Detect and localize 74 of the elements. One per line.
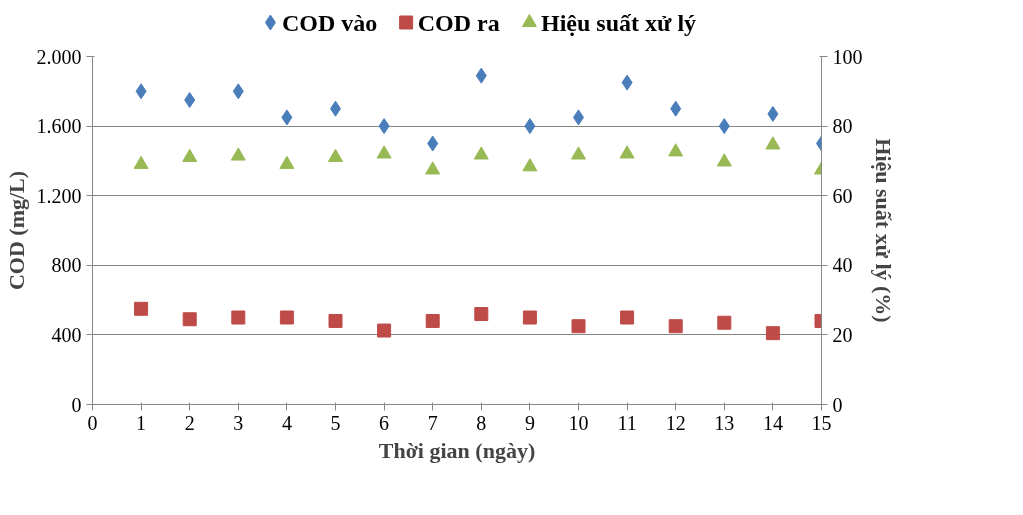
point (718, 118, 730, 135)
point (619, 145, 635, 159)
x-tick-label: 7 (427, 411, 438, 434)
point (765, 326, 780, 341)
x-tick-label: 3 (233, 411, 244, 434)
y-tick-label: 1.200 (36, 184, 82, 207)
point (182, 312, 197, 327)
point (716, 153, 732, 167)
point (571, 319, 586, 334)
y2-tick-label: 40 (832, 254, 853, 277)
point (425, 313, 440, 328)
point (378, 118, 390, 135)
point (184, 92, 196, 108)
y2-tick-label: 60 (832, 184, 853, 207)
point (620, 310, 635, 325)
point (767, 105, 779, 122)
legend-label: Hiệu suất xử lý (541, 9, 697, 36)
point (427, 135, 439, 152)
y-tick-label: 0 (71, 393, 82, 416)
y-tick-label: 2.000 (36, 45, 82, 68)
legend-label: COD vào (282, 9, 378, 36)
point (524, 118, 536, 135)
x-tick-label: 14 (762, 411, 783, 434)
x-tick-label: 6 (379, 411, 390, 434)
point (717, 315, 732, 330)
point (522, 158, 538, 172)
y2-axis-title: Hiệu suất xử lý (%) (870, 138, 896, 323)
x-tick-label: 8 (476, 411, 487, 434)
point (475, 67, 487, 84)
x-tick-label: 4 (281, 411, 292, 434)
y-tick-label: 400 (51, 323, 82, 346)
x-tick-label: 15 (811, 411, 832, 434)
point (473, 146, 489, 160)
point (279, 155, 295, 169)
point (376, 145, 392, 159)
x-tick-label: 11 (617, 411, 637, 434)
point (231, 310, 246, 325)
legend-label: COD ra (417, 9, 500, 36)
point (328, 313, 343, 328)
y2-tick-label: 100 (832, 45, 863, 68)
x-tick-label: 9 (524, 411, 535, 434)
x-axis-title: Thời gian (ngày) (378, 437, 536, 463)
point (135, 83, 147, 100)
x-tick-label: 12 (665, 411, 686, 434)
y-tick-label: 1.600 (36, 115, 82, 138)
point (621, 74, 633, 91)
point (230, 147, 246, 161)
y2-tick-label: 80 (832, 115, 853, 138)
y2-tick-label: 0 (832, 393, 843, 416)
point (281, 109, 293, 126)
point (328, 148, 343, 162)
point (425, 161, 441, 175)
y2-tick-label: 20 (832, 323, 853, 346)
point (377, 323, 392, 338)
point (765, 136, 781, 150)
x-tick-label: 0 (87, 411, 98, 434)
point (133, 155, 149, 169)
point (670, 100, 682, 117)
point (474, 307, 489, 322)
point (668, 143, 684, 157)
x-tick-label: 1 (136, 411, 147, 434)
point (522, 310, 537, 325)
point (571, 146, 586, 160)
point (182, 148, 198, 162)
point (232, 83, 244, 100)
x-tick-label: 5 (330, 411, 341, 434)
x-tick-label: 2 (184, 411, 195, 434)
point (668, 319, 683, 334)
y-tick-label: 800 (51, 254, 82, 277)
point (134, 301, 149, 316)
point (279, 310, 294, 325)
y-axis-title: COD (mg/L) (3, 170, 29, 291)
x-tick-label: 10 (568, 411, 589, 434)
x-tick-label: 13 (714, 411, 735, 434)
